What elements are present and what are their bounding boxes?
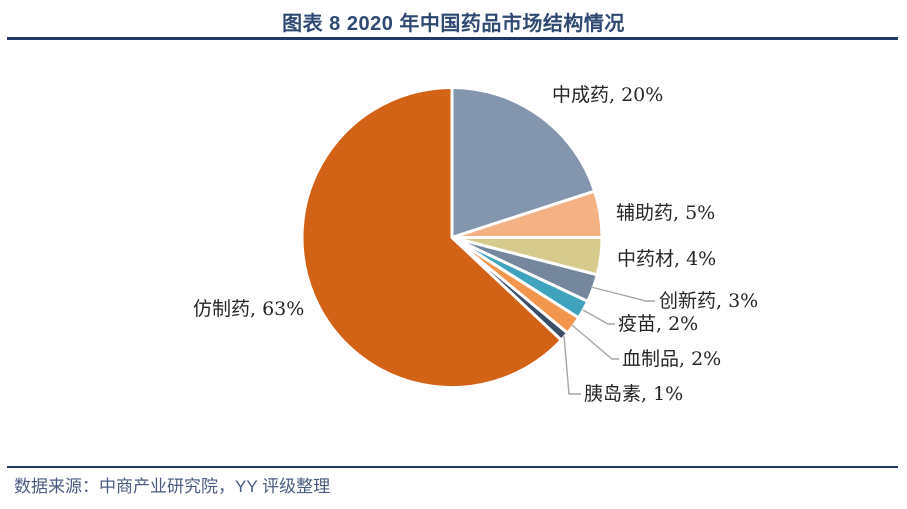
pie-label-blood-products: 血制品, 2%: [622, 348, 722, 370]
leader-line-blood-products: [571, 324, 619, 360]
pie-slice-generic-drugs: [300, 86, 563, 389]
figure-title: 图表 8 2020 年中国药品市场结构情况: [282, 13, 625, 35]
footer-divider: [7, 466, 898, 468]
data-source: 数据来源：中商产业研究院，YY 评级整理: [14, 477, 331, 496]
pie-label-innovative-drugs: 创新药, 3%: [659, 290, 759, 312]
leader-lines: [563, 286, 655, 395]
pie-label-insulin: 胰岛素, 1%: [584, 383, 684, 405]
pie-label-generic-drugs: 仿制药, 63%: [193, 298, 305, 320]
pie-label-chinese-herbal-materials: 中药材, 4%: [617, 248, 717, 270]
title-divider: [7, 37, 898, 40]
pie-label-auxiliary-drugs: 辅助药, 5%: [616, 202, 716, 224]
leader-line-vaccines: [582, 309, 615, 325]
pie-slices: [300, 86, 604, 389]
pie-slice-chinese-patent-medicine: [450, 86, 597, 239]
pie-label-chinese-patent-medicine: 中成药, 20%: [552, 84, 664, 106]
leader-line-insulin: [563, 335, 581, 395]
pie-label-vaccines: 疫苗, 2%: [618, 313, 699, 335]
leader-line-innovative-drugs: [590, 286, 655, 302]
